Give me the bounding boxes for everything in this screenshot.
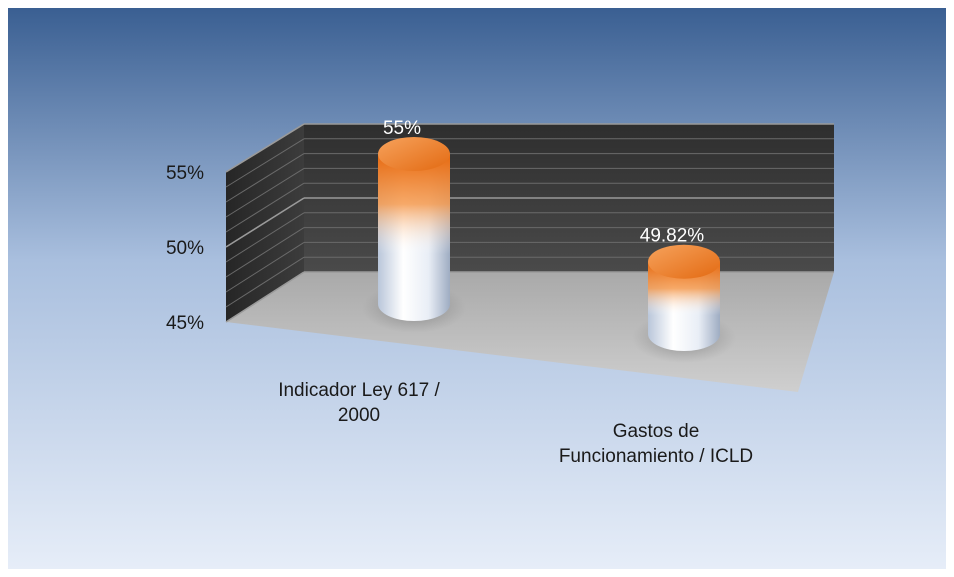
y-tick-label: 45% [166, 313, 204, 334]
chart-svg: 45% 50% 55% 55% 49.82% [8, 8, 946, 569]
category-label-2-line-2: Funcionamiento / ICLD [506, 444, 806, 469]
category-label-2-line-1: Gastos de [506, 419, 806, 444]
data-label-1: 55% [383, 118, 421, 139]
bar-body-tint [378, 154, 450, 321]
y-tick-label: 55% [166, 163, 204, 184]
category-label-2: Gastos de Funcionamiento / ICLD [506, 419, 806, 469]
data-label-2: 49.82% [640, 226, 705, 247]
y-tick-label: 50% [166, 238, 204, 259]
category-label-1-line-2: 2000 [234, 403, 484, 428]
chart-area: 45% 50% 55% 55% 49.82% Indicador Ley 617 / … [8, 8, 946, 569]
bar-top [648, 245, 720, 279]
category-label-1: Indicador Ley 617 / 2000 [234, 378, 484, 428]
bar-top [378, 137, 450, 171]
category-label-1-line-1: Indicador Ley 617 / [234, 378, 484, 403]
